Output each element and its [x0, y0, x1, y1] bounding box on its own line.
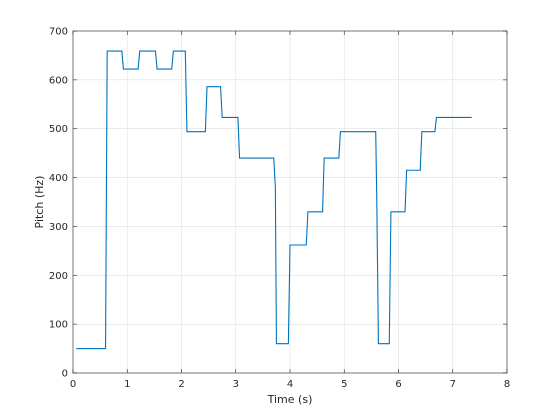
y-axis-label: Pitch (Hz): [33, 176, 46, 229]
x-tick-label: 4: [287, 379, 293, 390]
x-tick-label: 3: [233, 379, 239, 390]
series-line: [76, 50, 472, 350]
y-tick-labels: 0 100 200 300 400 500 600 700: [49, 27, 68, 380]
y-tick-label: 100: [49, 320, 68, 331]
x-tick-labels: 0 1 2 3 4 5 6 7 8: [70, 379, 510, 390]
x-tick-label: 1: [124, 379, 130, 390]
x-axis-label: Time (s): [267, 393, 313, 406]
y-tick-label: 300: [49, 222, 68, 233]
y-tick-label: 500: [49, 124, 68, 135]
y-tick-label: 700: [49, 27, 68, 38]
tick-marks: [72, 30, 508, 374]
x-tick-label: 6: [395, 379, 401, 390]
y-tick-label: 400: [49, 173, 68, 184]
x-tick-label: 8: [504, 379, 510, 390]
y-tick-label: 200: [49, 271, 68, 282]
x-tick-label: 5: [341, 379, 347, 390]
y-tick-label: 600: [49, 75, 68, 86]
series-layer: [76, 50, 472, 350]
x-tick-label: 0: [70, 379, 76, 390]
x-tick-label: 2: [178, 379, 184, 390]
x-tick-label: 7: [450, 379, 456, 390]
y-tick-label: 0: [62, 369, 68, 380]
